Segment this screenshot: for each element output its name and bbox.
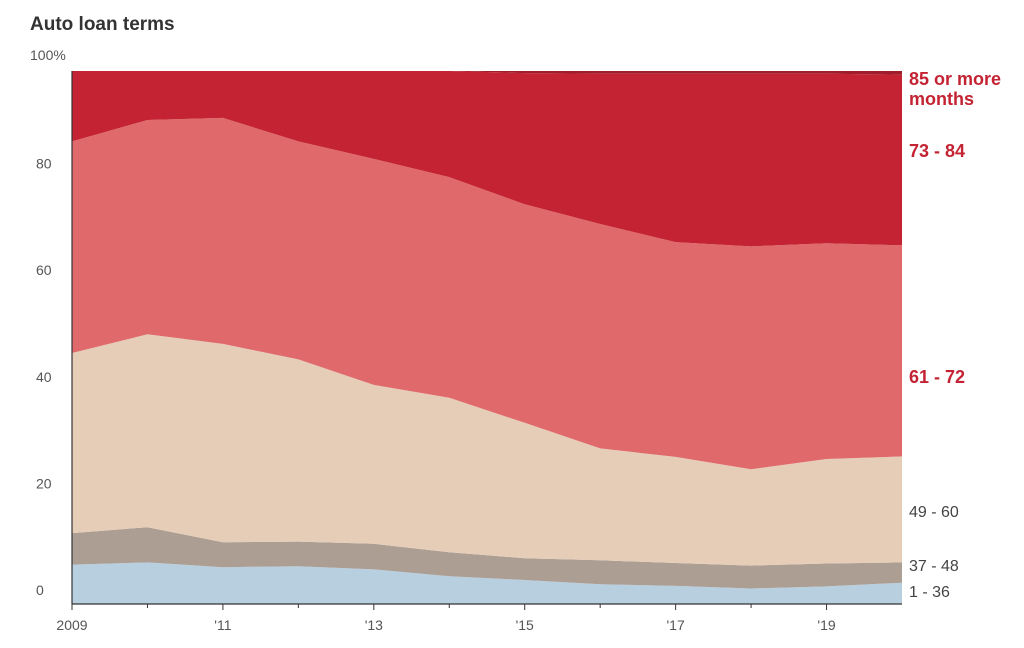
y-tick-label: 60: [36, 262, 52, 278]
area-85-or-more-months: [72, 71, 902, 75]
series-label-37-48: 37 - 48: [909, 558, 959, 575]
series-labels: 1 - 36 37 - 48 49 - 60 61 - 72 73 - 84 85 or …: [909, 69, 1001, 601]
x-tick-label: '11: [214, 617, 231, 633]
series-label-85-or-more-months: 85 or more months: [909, 69, 1001, 109]
series-label-61-72: 61 - 72: [909, 367, 965, 387]
y-tick-label: 100%: [30, 47, 66, 63]
series-label-1-36: 1 - 36: [909, 584, 950, 601]
area-73-84: [72, 71, 902, 247]
area-37-48: [72, 527, 902, 589]
x-tick-label: '17: [667, 617, 685, 633]
y-tick-label: 80: [36, 156, 52, 172]
x-tick-label: '15: [516, 617, 534, 633]
area-layers: [72, 71, 902, 604]
area-61-72: [72, 117, 902, 470]
axes: [71, 71, 902, 605]
area-49-60: [72, 334, 902, 566]
x-tick-label: '19: [817, 617, 835, 633]
x-tick-label: 2009: [56, 617, 87, 633]
y-tick-label: 20: [36, 475, 52, 491]
y-tick-label: 40: [36, 369, 52, 385]
x-tick-label: '13: [365, 617, 383, 633]
series-label-49-60: 49 - 60: [909, 504, 959, 521]
y-tick-label: 0: [36, 582, 44, 598]
series-label-73-84: 73 - 84: [909, 141, 965, 161]
chart-title: Auto loan terms: [30, 14, 175, 35]
tick-labels: 0 20 40 60 80 100% 2009 '11 '13 '15 '17 '19: [30, 47, 836, 633]
area-1-36: [72, 562, 902, 604]
